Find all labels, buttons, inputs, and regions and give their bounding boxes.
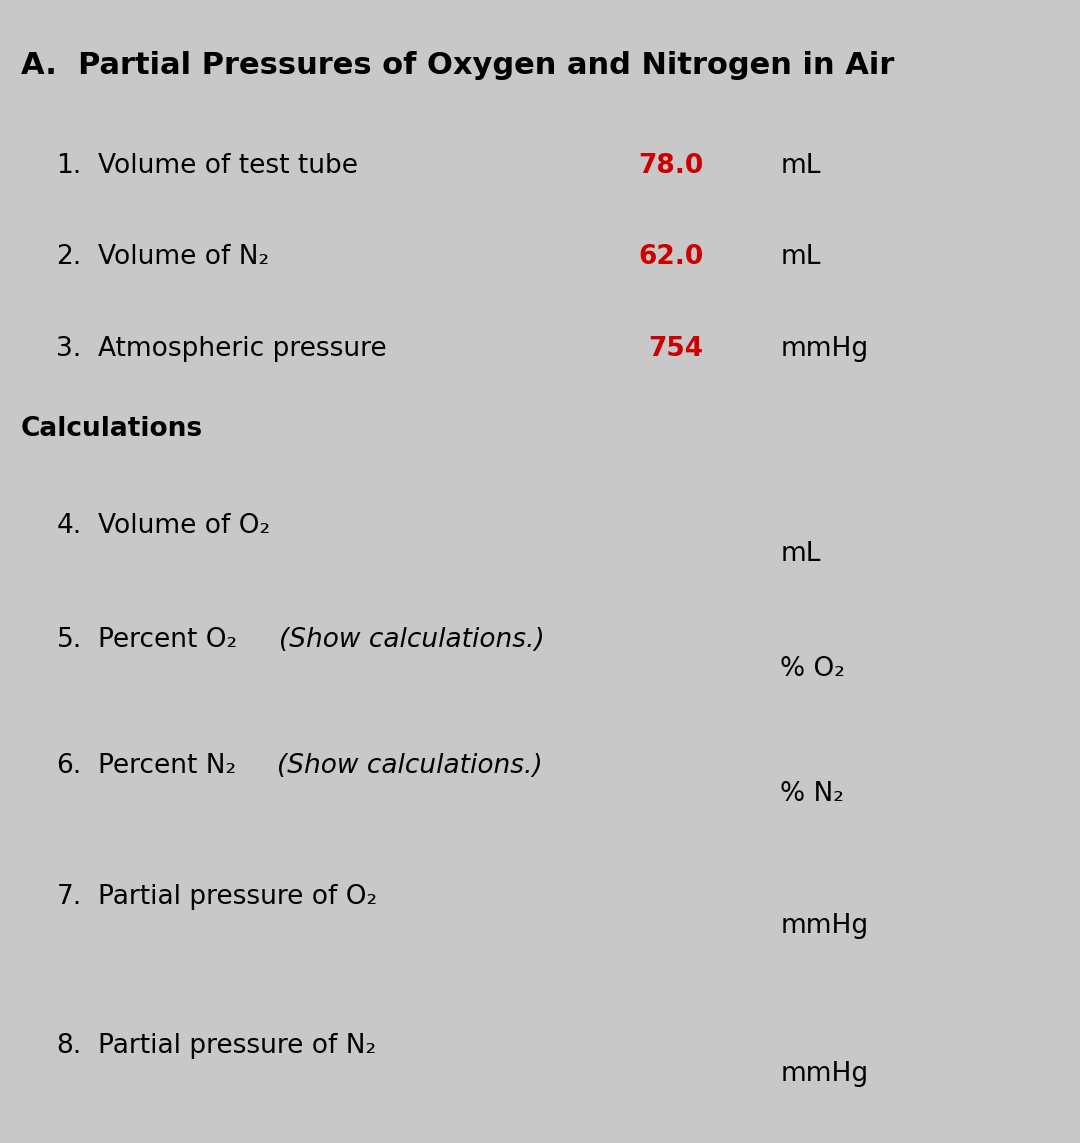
- Text: mmHg: mmHg: [781, 336, 868, 361]
- Text: Percent N₂: Percent N₂: [97, 753, 244, 778]
- Text: 7.: 7.: [56, 885, 82, 910]
- Text: Partial pressure of N₂: Partial pressure of N₂: [97, 1033, 376, 1058]
- Text: A.  Partial Pressures of Oxygen and Nitrogen in Air: A. Partial Pressures of Oxygen and Nitro…: [21, 51, 894, 80]
- Text: mmHg: mmHg: [781, 1062, 868, 1087]
- Text: % N₂: % N₂: [781, 782, 845, 807]
- Text: mmHg: mmHg: [781, 913, 868, 938]
- Text: 78.0: 78.0: [638, 153, 703, 178]
- Text: mL: mL: [781, 153, 821, 178]
- Text: 4.: 4.: [56, 513, 82, 538]
- Text: 2.: 2.: [56, 245, 82, 270]
- Text: Volume of O₂: Volume of O₂: [97, 513, 270, 538]
- Text: Volume of N₂: Volume of N₂: [97, 245, 269, 270]
- Text: (Show calculations.): (Show calculations.): [279, 628, 544, 653]
- Text: % O₂: % O₂: [781, 656, 846, 681]
- Text: 6.: 6.: [56, 753, 82, 778]
- Text: Atmospheric pressure: Atmospheric pressure: [97, 336, 387, 361]
- Text: Partial pressure of O₂: Partial pressure of O₂: [97, 885, 377, 910]
- Text: Volume of test tube: Volume of test tube: [97, 153, 357, 178]
- Text: 3.: 3.: [56, 336, 82, 361]
- Text: 62.0: 62.0: [638, 245, 703, 270]
- Text: (Show calculations.): (Show calculations.): [278, 753, 543, 778]
- Text: mL: mL: [781, 245, 821, 270]
- Text: mL: mL: [781, 542, 821, 567]
- Text: Percent O₂: Percent O₂: [97, 628, 245, 653]
- Text: Calculations: Calculations: [21, 416, 203, 441]
- Text: 754: 754: [648, 336, 703, 361]
- Text: 8.: 8.: [56, 1033, 82, 1058]
- Text: 1.: 1.: [56, 153, 82, 178]
- Text: 5.: 5.: [56, 628, 82, 653]
